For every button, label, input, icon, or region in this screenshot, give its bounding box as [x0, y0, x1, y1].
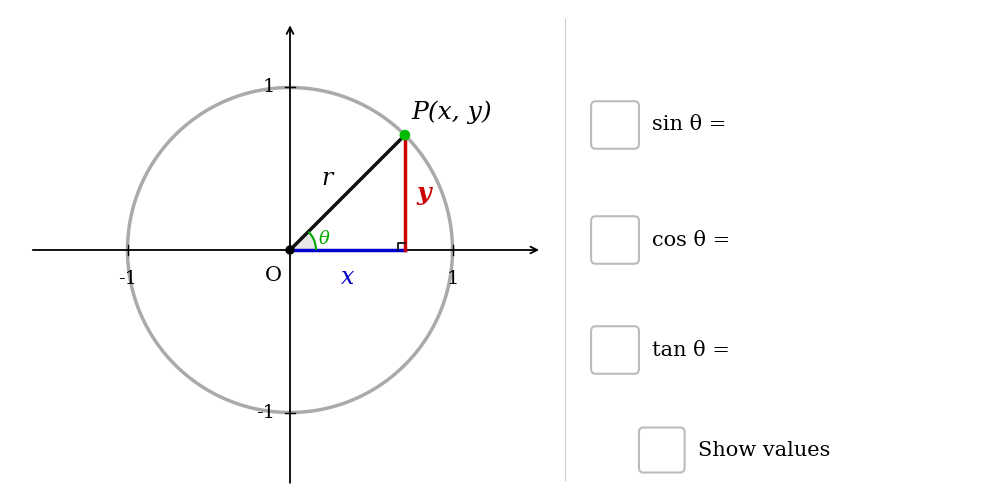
Point: [397, 131, 413, 139]
Text: O: O: [265, 266, 282, 285]
Text: x: x: [341, 266, 354, 289]
Point: [282, 246, 298, 254]
Text: sin θ =: sin θ =: [652, 116, 726, 134]
FancyBboxPatch shape: [591, 326, 639, 374]
FancyBboxPatch shape: [591, 101, 639, 149]
FancyBboxPatch shape: [639, 428, 685, 472]
Text: Show values: Show values: [698, 440, 830, 460]
Text: 1: 1: [263, 78, 275, 96]
FancyBboxPatch shape: [591, 216, 639, 264]
Text: P(x, y): P(x, y): [411, 100, 492, 124]
Polygon shape: [290, 232, 316, 250]
Text: 1: 1: [446, 270, 459, 287]
Text: -1: -1: [256, 404, 275, 421]
Text: tan θ =: tan θ =: [652, 340, 730, 359]
Text: -1: -1: [118, 270, 137, 287]
Text: cos θ =: cos θ =: [652, 230, 730, 250]
Text: θ: θ: [319, 230, 330, 248]
Text: r: r: [322, 167, 333, 190]
Text: y: y: [416, 180, 431, 204]
